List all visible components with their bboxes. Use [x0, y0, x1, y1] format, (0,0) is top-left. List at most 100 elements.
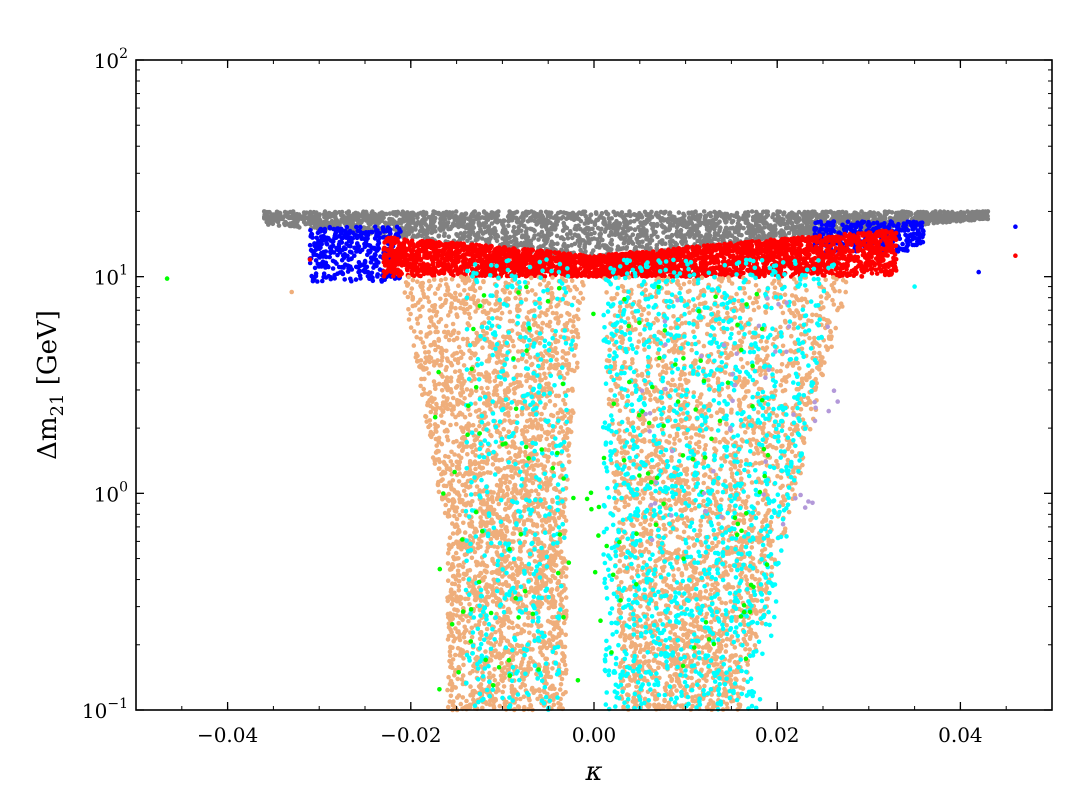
point-series-1 [460, 236, 466, 241]
point-series-1 [875, 211, 881, 216]
point-series-1 [476, 220, 482, 226]
point-series-2 [368, 260, 374, 265]
point-series-1 [630, 232, 636, 237]
point-series-2 [901, 221, 907, 226]
point-series-1 [779, 228, 784, 233]
point-series-1 [477, 216, 482, 221]
point-series-2 [307, 242, 313, 248]
point-series-1 [449, 224, 455, 229]
point-series-1 [594, 211, 599, 216]
point-series-2 [372, 262, 377, 268]
point-series-1 [436, 234, 442, 239]
point-series-1 [524, 226, 530, 232]
point-series-2 [320, 278, 325, 284]
point-series-1 [324, 219, 329, 224]
point-series-1 [536, 213, 541, 218]
point-series-1 [296, 213, 301, 219]
point-series-2 [346, 257, 351, 263]
point-series-1 [492, 212, 498, 218]
point-series-1 [945, 218, 950, 223]
point-series-1 [654, 245, 659, 251]
point-series-1 [712, 216, 718, 222]
point-series-1 [714, 223, 719, 228]
point-series-2 [353, 264, 359, 270]
point-series-1 [507, 217, 513, 223]
point-series-2 [316, 242, 322, 248]
point-series-1 [603, 243, 609, 249]
point-series-1 [642, 209, 648, 215]
point-series-1 [683, 224, 688, 229]
point-series-2 [316, 229, 322, 235]
point-series-1 [370, 218, 376, 223]
point-series-1 [525, 235, 531, 240]
point-series-2 [331, 226, 337, 232]
point-series-2 [333, 232, 338, 237]
point-series-1 [648, 221, 654, 227]
point-series-1 [974, 210, 979, 215]
point-series-1 [333, 215, 338, 220]
point-series-1 [511, 228, 516, 234]
point-series-1 [687, 231, 693, 236]
point-series-1 [531, 210, 537, 215]
point-series-1 [676, 210, 682, 215]
point-series-2 [310, 278, 316, 284]
point-series-2 [905, 235, 910, 240]
point-series-2 [848, 224, 853, 229]
point-series-2 [363, 238, 369, 244]
point-series-3 [890, 249, 896, 255]
point-series-1 [465, 238, 470, 244]
point-series-1 [598, 227, 603, 232]
point-series-1 [583, 227, 588, 232]
point-series-2 [894, 224, 899, 229]
point-series-1 [754, 222, 760, 228]
point-series-1 [759, 226, 764, 232]
point-series-1 [286, 215, 292, 221]
point-series-1 [596, 241, 601, 247]
point-series-1 [538, 244, 543, 249]
point-series-1 [479, 236, 485, 241]
point-series-1 [563, 246, 569, 251]
point-series-2 [920, 239, 926, 245]
point-series-1 [582, 242, 587, 248]
point-series-1 [882, 209, 888, 214]
point-series-1 [301, 210, 307, 215]
point-series-1 [753, 230, 758, 236]
point-series-1 [453, 209, 459, 214]
point-series-1 [278, 216, 283, 222]
point-series-1 [706, 219, 712, 224]
point-series-1 [362, 225, 367, 230]
point-series-1 [489, 221, 495, 226]
point-series-1 [261, 209, 267, 214]
point-series-1 [595, 217, 601, 223]
point-series-2 [844, 224, 849, 229]
point-series-2 [342, 277, 348, 282]
point-series-1 [591, 248, 596, 253]
point-series-1 [619, 210, 625, 215]
point-series-1 [429, 214, 435, 219]
point-series-1 [506, 223, 511, 228]
point-series-1 [688, 226, 693, 231]
point-series-1 [701, 238, 706, 243]
point-series-1 [729, 233, 735, 238]
point-series-1 [633, 245, 639, 250]
point-series-1 [466, 233, 471, 239]
point-series-1 [466, 229, 472, 235]
point-series-1 [574, 227, 579, 232]
point-series-3 [809, 271, 814, 276]
point-series-2 [324, 242, 330, 247]
point-series-1 [494, 218, 499, 224]
data-points [164, 209, 1018, 713]
point-series-1 [784, 225, 789, 231]
point-series-1 [756, 233, 762, 239]
point-series-1 [458, 231, 464, 236]
point-series-1 [547, 232, 552, 238]
point-series-1 [769, 224, 774, 230]
point-series-1 [528, 238, 534, 244]
point-series-2 [852, 228, 857, 234]
point-series-2 [372, 236, 378, 241]
point-series-2 [918, 220, 924, 226]
point-series-1 [444, 211, 450, 217]
point-series-1 [619, 246, 624, 251]
point-series-1 [944, 213, 950, 219]
point-series-2 [340, 247, 346, 253]
